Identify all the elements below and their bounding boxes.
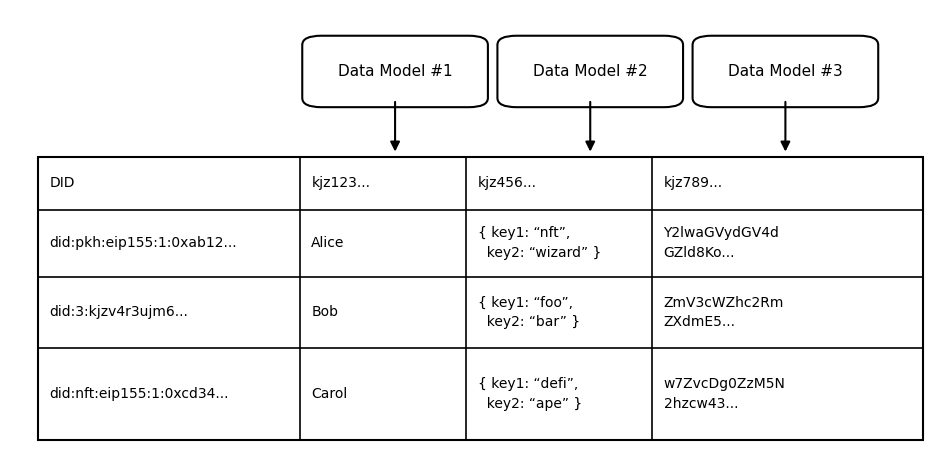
FancyBboxPatch shape [692, 36, 878, 107]
Text: { key1: “nft”,
  key2: “wizard” }: { key1: “nft”, key2: “wizard” } [478, 226, 602, 260]
Text: kjz123...: kjz123... [311, 176, 370, 190]
Text: Y2lwaGVydGV4d
GZld8Ko...: Y2lwaGVydGV4d GZld8Ko... [664, 226, 780, 260]
Text: Bob: Bob [311, 305, 338, 319]
Text: kjz456...: kjz456... [478, 176, 537, 190]
Text: did:nft:eip155:1:0xcd34...: did:nft:eip155:1:0xcd34... [50, 387, 229, 401]
Bar [38, 157, 923, 440]
Text: did:3:kjzv4r3ujm6...: did:3:kjzv4r3ujm6... [50, 305, 188, 319]
Text: DID: DID [50, 176, 75, 190]
Text: Carol: Carol [311, 387, 347, 401]
FancyBboxPatch shape [497, 36, 684, 107]
Text: Alice: Alice [311, 236, 345, 250]
Text: w7ZvcDg0ZzM5N
2hzcw43...: w7ZvcDg0ZzM5N 2hzcw43... [664, 378, 785, 411]
Text: did:pkh:eip155:1:0xab12...: did:pkh:eip155:1:0xab12... [50, 236, 237, 250]
Text: { key1: “foo”,
  key2: “bar” }: { key1: “foo”, key2: “bar” } [478, 296, 580, 329]
Text: Data Model #2: Data Model #2 [533, 64, 647, 79]
Text: { key1: “defi”,
  key2: “ape” }: { key1: “defi”, key2: “ape” } [478, 378, 583, 411]
Text: Data Model #1: Data Model #1 [338, 64, 452, 79]
Text: Data Model #3: Data Model #3 [728, 64, 843, 79]
Text: kjz789...: kjz789... [664, 176, 723, 190]
FancyBboxPatch shape [302, 36, 487, 107]
Text: ZmV3cWZhc2Rm
ZXdmE5...: ZmV3cWZhc2Rm ZXdmE5... [664, 296, 783, 329]
